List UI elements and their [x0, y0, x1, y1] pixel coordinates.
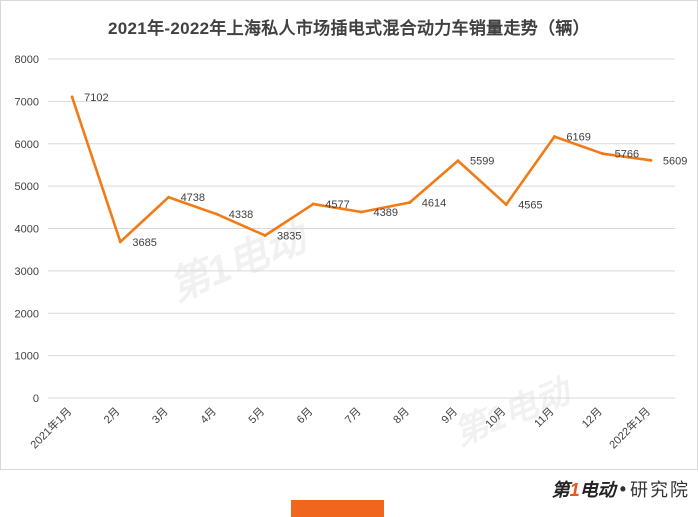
x-tick-label: 3月 [150, 406, 171, 427]
brand-footer: 第1电动 • 研究院 [552, 476, 690, 502]
y-tick-label: 4000 [15, 224, 39, 236]
x-tick-label: 11月 [532, 406, 556, 430]
y-tick-label: 7000 [15, 96, 39, 108]
y-tick-label: 6000 [15, 139, 39, 151]
data-point [263, 233, 267, 237]
y-tick-label: 3000 [15, 266, 39, 278]
y-tick-label: 5000 [15, 181, 39, 193]
x-tick-label: 2022年1月 [606, 404, 653, 451]
data-label: 5766 [615, 149, 639, 161]
x-tick-label: 4月 [198, 406, 219, 427]
brand-logo-accent: 1 [569, 480, 580, 500]
y-tick-label: 1000 [15, 351, 39, 363]
data-label: 3685 [132, 237, 156, 249]
data-label: 6169 [566, 132, 590, 144]
brand-research-label: 研究院 [630, 480, 690, 500]
data-point [360, 210, 363, 214]
x-tick-label: 5月 [247, 406, 268, 427]
x-tick-label: 9月 [439, 406, 460, 427]
data-label: 4565 [518, 200, 542, 212]
data-point [649, 158, 653, 162]
y-tick-label: 2000 [15, 308, 39, 320]
data-label: 4738 [181, 192, 205, 204]
brand-logo-suffix: 电动 [579, 480, 616, 500]
x-tick-label: 12月 [580, 406, 605, 431]
x-tick-label: 10月 [483, 406, 508, 431]
data-point [456, 159, 460, 163]
data-label: 3835 [277, 230, 301, 242]
line-chart: 0 1000 2000 3000 4000 5000 6000 7000 8000 2021年1月… [15, 54, 688, 451]
data-label: 4338 [229, 209, 253, 221]
x-tick-label: 6月 [295, 406, 316, 427]
data-label: 7102 [84, 92, 108, 104]
data-point [215, 212, 219, 216]
brand-separator: • [619, 478, 626, 499]
data-point [70, 95, 74, 99]
brand-logo-prefix: 第 [551, 480, 570, 500]
x-tick-label: 7月 [343, 406, 364, 427]
data-point [504, 203, 508, 207]
data-label: 5609 [663, 155, 687, 167]
data-point [118, 240, 122, 244]
x-tick-label: 2月 [102, 406, 123, 427]
series-line [70, 96, 652, 244]
data-point [167, 195, 171, 199]
data-point [408, 200, 412, 204]
chart-title: 2021年-2022年上海私人市场插电式混合动力车销量走势（辆） [108, 19, 590, 38]
data-label: 4614 [422, 197, 446, 209]
data-label: 4389 [374, 207, 398, 219]
x-tick-label: 8月 [391, 406, 412, 427]
data-label: 5599 [470, 156, 494, 168]
y-tick-label: 0 [33, 393, 39, 405]
data-point [552, 135, 556, 139]
y-tick-label: 8000 [15, 54, 39, 66]
brand-logo: 第1电动 [552, 476, 616, 502]
x-tick-label: 2021年1月 [27, 404, 74, 451]
data-point [601, 152, 605, 156]
chart-frame [0, 0, 698, 470]
orange-accent-bar [291, 500, 384, 517]
data-point [311, 202, 315, 206]
data-label: 4577 [325, 199, 349, 211]
